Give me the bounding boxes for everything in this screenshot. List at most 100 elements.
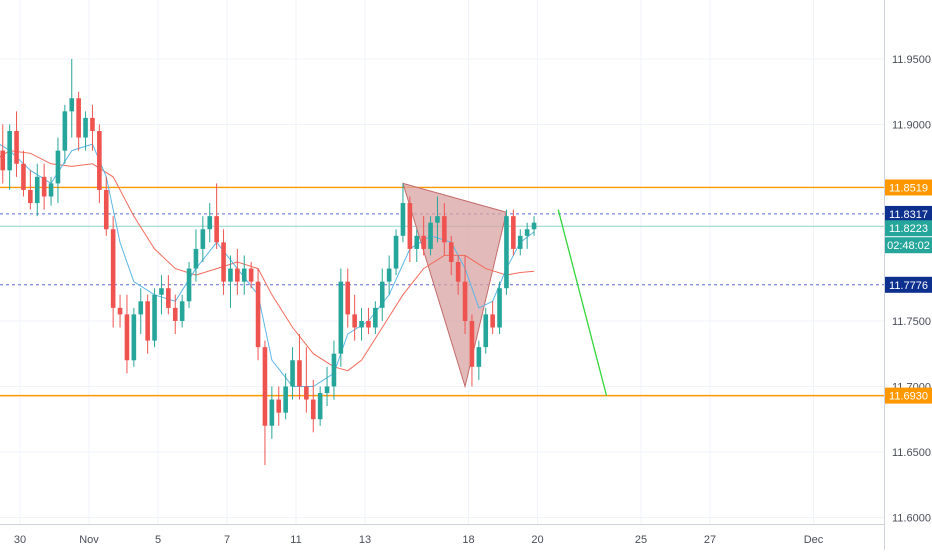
candle-body — [28, 189, 33, 204]
candle-body — [435, 216, 440, 223]
candle — [448, 235, 454, 276]
slow-ma-line — [0, 150, 535, 372]
candle — [152, 288, 157, 348]
support-badge: 11.6930 — [885, 387, 932, 404]
candle-body — [414, 235, 420, 249]
candle — [69, 58, 75, 138]
candle-body — [476, 347, 482, 367]
candle-body — [524, 229, 530, 236]
candle — [145, 294, 150, 354]
candle-body — [504, 216, 509, 289]
candle-body — [248, 268, 254, 282]
candle-body — [517, 235, 523, 249]
lower-level-badge-bg — [885, 276, 932, 293]
candle — [511, 209, 516, 256]
candle — [200, 216, 206, 262]
candle — [297, 334, 302, 400]
candle-body — [214, 216, 219, 243]
candle-body — [110, 229, 116, 308]
candle-body — [407, 203, 413, 249]
candle — [41, 163, 47, 210]
candle — [83, 111, 88, 151]
candle-body — [124, 314, 130, 361]
candle-body — [103, 189, 109, 230]
candle-body — [379, 281, 385, 308]
last-price-badge: 11.8223 — [885, 220, 932, 237]
candle — [407, 196, 413, 262]
candle — [62, 104, 68, 164]
projection-arrow — [557, 209, 608, 396]
candle — [131, 307, 137, 367]
candle-body — [228, 268, 233, 282]
candle — [352, 294, 357, 341]
candle-body — [283, 386, 288, 413]
candle-body — [366, 320, 371, 328]
candle-body — [0, 150, 6, 171]
candle-body — [531, 222, 537, 230]
y-tick-label: 11.7500 — [892, 316, 931, 328]
candle — [186, 262, 192, 308]
candle — [435, 196, 440, 243]
candle-body — [421, 235, 426, 249]
candle — [103, 176, 109, 236]
candle — [193, 229, 199, 282]
lower-level-badge: 11.7776 — [885, 276, 932, 293]
candle-body — [207, 216, 213, 230]
candle — [138, 288, 144, 335]
candle — [421, 216, 426, 256]
candle — [497, 281, 502, 335]
x-tick-label: 11 — [290, 534, 301, 546]
candle — [179, 294, 185, 328]
candle — [442, 203, 447, 256]
candle — [21, 150, 26, 197]
x-tick-label: 18 — [462, 534, 474, 546]
candle-body — [331, 353, 337, 387]
candle — [524, 222, 530, 249]
candle — [172, 294, 178, 335]
resistance-badge-bg — [885, 179, 932, 196]
candle-body — [345, 281, 351, 315]
x-tick-label: Dec — [804, 534, 824, 546]
candle — [469, 314, 475, 387]
candle-body — [262, 347, 268, 426]
candle-body — [83, 117, 88, 138]
candle-body — [138, 301, 144, 315]
candle-body — [359, 320, 364, 328]
candle — [55, 137, 61, 204]
countdown-badge-text: 02:48:02 — [887, 240, 930, 252]
candle-body — [400, 203, 406, 236]
upper-level-badge: 11.8317 — [885, 205, 932, 222]
candle-body — [62, 111, 68, 151]
candle-body — [172, 307, 178, 321]
x-tick-label: 27 — [704, 534, 716, 546]
candle-body — [200, 229, 206, 249]
candle-body — [455, 262, 461, 282]
candle — [462, 255, 468, 335]
candle — [14, 111, 19, 177]
candle — [331, 340, 337, 400]
projection-line — [557, 209, 608, 396]
candle-body — [48, 183, 54, 197]
candle-body — [511, 216, 516, 249]
upper-level-badge-bg — [885, 205, 932, 222]
price-badges: 11.8519 11.6930 11.8317 11.7776 11.8223 02:48… — [885, 179, 932, 404]
candle-body — [179, 301, 185, 321]
candle-body — [145, 301, 150, 341]
candle-body — [166, 288, 171, 308]
candle — [517, 229, 523, 256]
candle-body — [297, 360, 302, 387]
candle-body — [497, 288, 502, 328]
countdown-badge: 02:48:02 — [885, 237, 932, 254]
y-tick-label: 11.9000 — [892, 119, 931, 131]
candle — [76, 91, 81, 151]
candle — [345, 268, 351, 328]
candle — [34, 163, 40, 217]
candle-body — [386, 268, 392, 282]
candle-body — [338, 281, 344, 354]
candle — [248, 262, 254, 289]
candle — [455, 255, 461, 295]
x-tick-label: Nov — [79, 534, 99, 546]
candle — [166, 275, 171, 315]
